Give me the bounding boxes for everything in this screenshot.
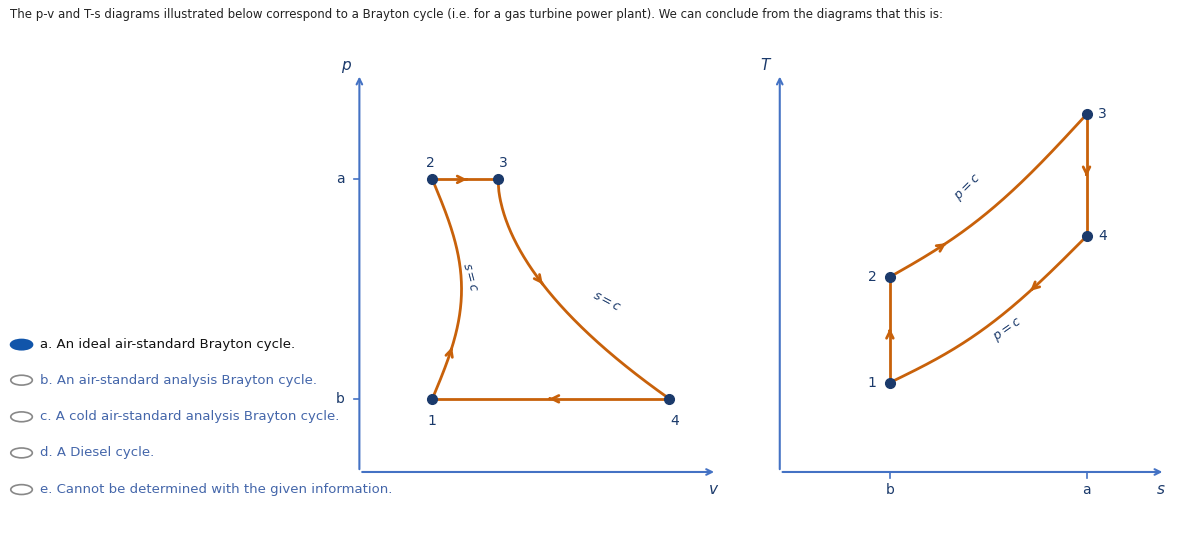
Text: b: b xyxy=(336,392,345,406)
Text: $s = c$: $s = c$ xyxy=(461,260,481,293)
Text: e. Cannot be determined with the given information.: e. Cannot be determined with the given i… xyxy=(40,483,391,496)
Text: b: b xyxy=(886,484,894,497)
Text: $T$: $T$ xyxy=(760,57,772,73)
Text: 1: 1 xyxy=(427,414,437,428)
Text: d. A Diesel cycle.: d. A Diesel cycle. xyxy=(40,446,153,459)
Text: a: a xyxy=(1082,484,1090,497)
Text: a. An ideal air-standard Brayton cycle.: a. An ideal air-standard Brayton cycle. xyxy=(40,338,294,351)
Text: 2: 2 xyxy=(868,270,876,284)
Text: b. An air-standard analysis Brayton cycle.: b. An air-standard analysis Brayton cycl… xyxy=(40,374,316,387)
Text: $p = c$: $p = c$ xyxy=(953,171,985,204)
Text: 4: 4 xyxy=(1098,229,1107,243)
Text: $v$: $v$ xyxy=(707,482,719,497)
Text: $s$: $s$ xyxy=(1156,482,1166,497)
Text: 1: 1 xyxy=(868,376,876,389)
Text: 3: 3 xyxy=(499,156,508,170)
Text: 4: 4 xyxy=(670,414,680,428)
Text: The p-v and T-s diagrams illustrated below correspond to a Brayton cycle (i.e. f: The p-v and T-s diagrams illustrated bel… xyxy=(10,8,942,21)
Text: c. A cold air-standard analysis Brayton cycle.: c. A cold air-standard analysis Brayton … xyxy=(40,410,339,423)
Text: $p = c$: $p = c$ xyxy=(991,315,1025,345)
Text: $s = c$: $s = c$ xyxy=(591,288,624,314)
Text: 3: 3 xyxy=(1098,107,1107,121)
Text: 2: 2 xyxy=(426,156,435,170)
Text: a: a xyxy=(336,172,345,187)
Text: $p$: $p$ xyxy=(341,59,352,75)
